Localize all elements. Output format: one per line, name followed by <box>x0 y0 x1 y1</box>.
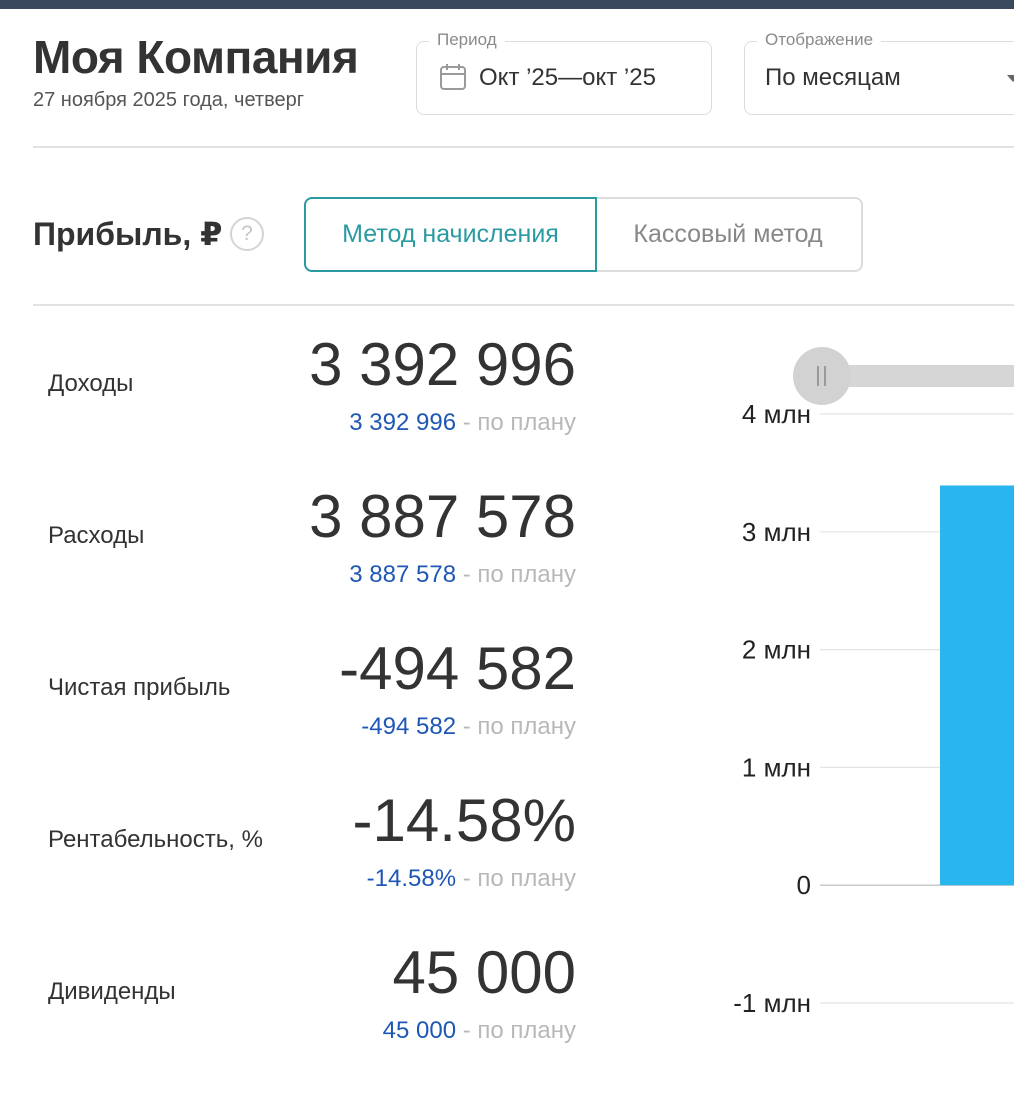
y-tick-label: 3 млн <box>742 517 811 547</box>
y-tick-label: -1 млн <box>733 988 811 1018</box>
plan-suffix: - по плану <box>456 561 576 588</box>
profit-title: Прибыль, ₽ <box>33 216 223 252</box>
metric-plan-net-profit: -494 582 - по плану <box>361 713 576 741</box>
metric-value-net-profit: -494 582 <box>339 635 576 702</box>
period-value: Окт ’25—окт ’25 <box>479 64 656 91</box>
metric-value-dividends: 45 000 <box>392 939 576 1006</box>
metric-value-profitability: -14.58% <box>352 787 576 854</box>
metric-value-income: 3 392 996 <box>309 331 576 398</box>
metric-label-net-profit: Чистая прибыль <box>48 674 231 701</box>
profit-chart: 4 млн 3 млн 2 млн 1 млн 0 -1 млн <box>700 340 1014 1040</box>
y-tick-label: 2 млн <box>742 635 811 665</box>
chart-svg: 4 млн 3 млн 2 млн 1 млн 0 -1 млн <box>733 347 1014 1018</box>
slider-handle[interactable] <box>793 347 851 405</box>
y-tick-label: 0 <box>797 870 811 900</box>
company-name: Моя Компания <box>33 31 359 83</box>
period-picker[interactable]: Период Окт ’25—окт ’25 <box>416 30 712 115</box>
help-icon[interactable]: ? <box>230 217 264 251</box>
plan-value: 3 392 996 <box>349 409 457 436</box>
metric-value-expenses: 3 887 578 <box>309 483 576 550</box>
period-label: Период <box>429 30 505 50</box>
calendar-icon <box>440 64 466 90</box>
header-divider <box>33 146 1014 148</box>
metric-plan-profitability: -14.58% - по плану <box>367 865 576 893</box>
current-date: 27 ноября 2025 года, четверг <box>33 89 305 111</box>
y-tick-label: 4 млн <box>742 399 811 429</box>
metric-plan-dividends: 45 000 - по плану <box>383 1017 576 1045</box>
section-divider <box>33 304 1014 306</box>
display-label: Отображение <box>757 30 882 50</box>
y-tick-label: 1 млн <box>742 752 811 782</box>
top-bar <box>0 0 1014 9</box>
metric-plan-expenses: 3 887 578 - по плану <box>349 561 576 589</box>
tab-cash-method[interactable]: Кассовый метод <box>595 197 863 272</box>
plan-suffix: - по плану <box>456 713 576 740</box>
display-select[interactable]: Отображение По месяцам <box>744 30 1014 115</box>
plan-suffix: - по плану <box>456 865 576 892</box>
plan-value: 3 887 578 <box>349 561 457 588</box>
slider-track <box>822 365 1014 387</box>
metric-label-dividends: Дивиденды <box>48 978 176 1005</box>
bar-income <box>940 485 1014 886</box>
chevron-down-icon <box>1007 75 1014 82</box>
plan-suffix: - по плану <box>456 409 576 436</box>
plan-value: -14.58% <box>366 865 457 892</box>
plan-suffix: - по плану <box>456 1017 576 1044</box>
plan-value: 45 000 <box>382 1017 457 1044</box>
metric-label-expenses: Расходы <box>48 522 145 549</box>
display-value: По месяцам <box>765 64 901 91</box>
plan-value: -494 582 <box>361 713 457 740</box>
metric-label-profitability: Рентабельность, % <box>48 826 263 853</box>
metric-label-income: Доходы <box>48 370 134 397</box>
tab-accrual-method[interactable]: Метод начисления <box>304 197 597 272</box>
metric-plan-income: 3 392 996 - по плану <box>349 409 576 437</box>
